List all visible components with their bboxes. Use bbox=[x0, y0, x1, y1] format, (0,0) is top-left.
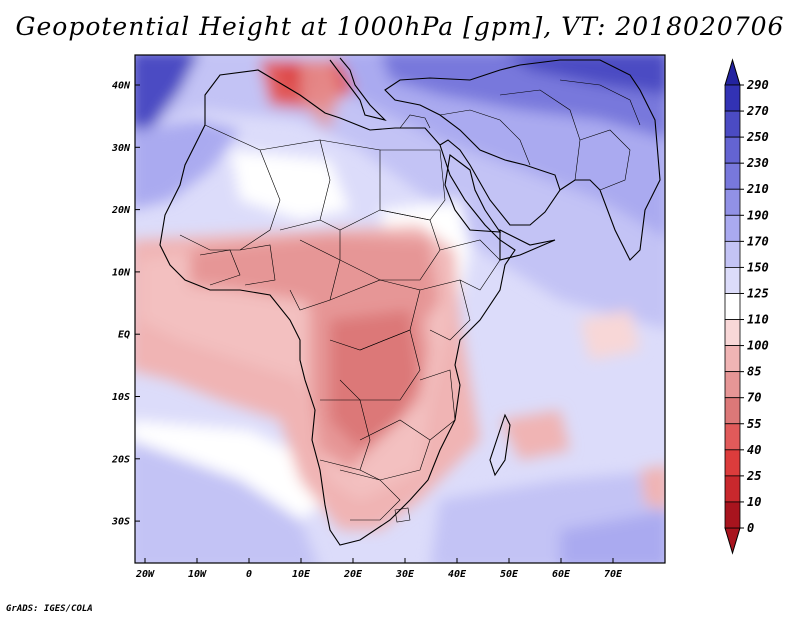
x-tick-label: 0 bbox=[246, 569, 252, 580]
colorbar-label: 70 bbox=[747, 391, 761, 405]
coastlines bbox=[159, 57, 661, 546]
x-tick-label: 10E bbox=[292, 569, 311, 580]
colorbar-label: 230 bbox=[746, 156, 769, 170]
colorbar-label: 55 bbox=[747, 417, 761, 431]
x-tick-label: 70E bbox=[604, 569, 623, 580]
colorbar-swatch bbox=[724, 397, 741, 425]
y-tick-label: 30N bbox=[111, 143, 131, 154]
colorbar-swatch bbox=[724, 423, 741, 451]
colorbar: 0 10 25 40 55 70 85 100 110 125 150 170 190 210 230 250… bbox=[724, 58, 769, 555]
colorbar-swatch bbox=[724, 475, 741, 503]
colorbar-label: 190 bbox=[747, 208, 769, 222]
x-tick-label: 60E bbox=[552, 569, 571, 580]
colorbar-label: 40 bbox=[747, 443, 761, 457]
colorbar-label: 125 bbox=[747, 286, 769, 300]
y-axis: 40N 30N 20N 10N EQ 10S 20S 30S bbox=[111, 81, 140, 528]
colorbar-label: 150 bbox=[747, 260, 769, 274]
colorbar-swatch bbox=[724, 319, 741, 346]
y-tick-label: 30S bbox=[111, 517, 130, 528]
x-tick-label: 10W bbox=[188, 569, 207, 580]
y-tick-label: 10N bbox=[112, 267, 131, 278]
colorbar-swatch bbox=[724, 345, 741, 373]
colorbar-top-arrow bbox=[724, 58, 741, 86]
colorbar-swatch bbox=[724, 162, 741, 190]
colorbar-bottom-arrow bbox=[724, 527, 741, 555]
colorbar-swatch bbox=[724, 293, 741, 320]
y-tick-label: 20N bbox=[111, 205, 131, 216]
colorbar-swatch bbox=[724, 449, 741, 477]
colorbar-label: 0 bbox=[747, 521, 754, 535]
plot-frame bbox=[134, 54, 666, 564]
x-tick-label: 40E bbox=[448, 569, 467, 580]
x-tick-label: 20E bbox=[343, 569, 363, 580]
x-tick-label: 20W bbox=[135, 569, 155, 580]
colorbar-swatch bbox=[724, 110, 741, 138]
country-borders bbox=[179, 79, 641, 523]
y-tick-label: 40N bbox=[112, 81, 131, 92]
colorbar-swatch bbox=[724, 136, 741, 164]
colorbar-label: 170 bbox=[747, 234, 769, 248]
colorbar-swatch bbox=[724, 214, 741, 242]
colorbar-label: 25 bbox=[746, 469, 761, 483]
colorbar-label: 290 bbox=[746, 78, 769, 92]
colorbar-swatch bbox=[724, 84, 741, 112]
y-tick-label: 20S bbox=[111, 454, 130, 465]
x-tick-label: 50E bbox=[500, 569, 519, 580]
colorbar-swatch bbox=[724, 371, 741, 399]
colorbar-label: 85 bbox=[747, 365, 761, 379]
height-field bbox=[135, 55, 665, 563]
y-tick-label: 10S bbox=[112, 392, 130, 403]
x-axis: 20W 10W 0 10E 20E 30E 40E 50E 60E 70E bbox=[135, 558, 623, 580]
x-tick-label: 30E bbox=[395, 569, 415, 580]
colorbar-swatch bbox=[724, 240, 741, 268]
colorbar-label: 110 bbox=[747, 313, 769, 327]
colorbar-label: 10 bbox=[747, 495, 761, 509]
footer-credit: GrADS: IGES/COLA bbox=[6, 604, 93, 614]
colorbar-label: 270 bbox=[746, 104, 769, 118]
colorbar-label: 210 bbox=[746, 182, 769, 196]
colorbar-swatch bbox=[724, 188, 741, 216]
colorbar-label: 250 bbox=[746, 130, 769, 144]
colorbar-label: 100 bbox=[747, 339, 769, 353]
colorbar-swatch bbox=[724, 267, 741, 294]
colorbar-swatch bbox=[724, 501, 741, 529]
map-title: Geopotential Height at 1000hPa [gpm], VT… bbox=[15, 12, 785, 41]
y-tick-label: EQ bbox=[118, 330, 130, 341]
